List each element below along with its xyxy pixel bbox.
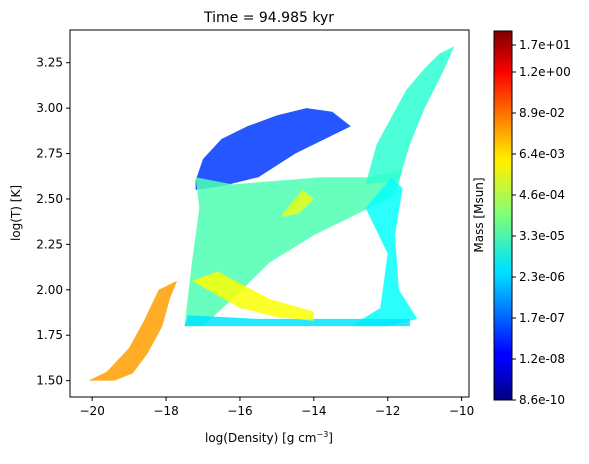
colorbar-tick-label: 2.3e-06 xyxy=(519,270,565,284)
colorbar-tick-label: 1.2e+00 xyxy=(519,65,571,79)
colorbar xyxy=(493,30,513,401)
y-axis-ticks: 1.50 1.75 2.00 2.25 2.50 2.75 3.00 3.25 xyxy=(36,56,70,388)
region-main-body xyxy=(184,169,403,327)
region-dense-ridge xyxy=(191,271,314,321)
colorbar-ticks: 8.6e-10 1.2e-08 1.7e-07 2.3e-06 3.3e-05 4.6e-… xyxy=(512,38,571,407)
x-tick-label: −12 xyxy=(375,404,400,418)
y-tick-label: 2.50 xyxy=(36,192,63,206)
x-tick-label: −14 xyxy=(301,404,326,418)
x-axis-label: log(Density) [g cm−3] xyxy=(205,430,333,445)
region-hot-low-density-plume xyxy=(195,108,351,190)
y-tick-label: 3.25 xyxy=(36,56,63,70)
colorbar-tick-label: 4.6e-04 xyxy=(519,188,565,202)
colorbar-tick-label: 6.4e-03 xyxy=(519,147,565,161)
colorbar-tick-label: 8.9e-02 xyxy=(519,106,565,120)
colorbar-tick-label: 3.3e-05 xyxy=(519,229,565,243)
x-tick-label: −16 xyxy=(227,404,252,418)
x-axis-ticks: −20 −18 −16 −14 −12 −10 xyxy=(80,397,474,418)
colorbar-tick-label: 1.7e-07 xyxy=(519,311,565,325)
region-cold-branch-right xyxy=(350,177,418,327)
colorbar-tick-label: 1.2e-08 xyxy=(519,352,565,366)
density-regions xyxy=(88,46,455,381)
colorbar-label: Mass [Msun] xyxy=(472,177,486,252)
y-axis-label: log(T) [K] xyxy=(9,185,23,241)
region-cold-floor xyxy=(184,315,410,327)
region-right-spikes xyxy=(365,46,455,185)
region-hot-tip xyxy=(280,189,314,218)
x-tick-label: −18 xyxy=(153,404,178,418)
region-collapse-branch xyxy=(88,280,178,381)
y-tick-label: 3.00 xyxy=(36,101,63,115)
plot-frame xyxy=(69,29,470,398)
colorbar-tick-label: 8.6e-10 xyxy=(519,393,565,407)
x-tick-label: −10 xyxy=(449,404,474,418)
y-tick-label: 1.75 xyxy=(36,328,63,342)
colorbar-tick-label: 1.7e+01 xyxy=(519,38,571,52)
y-tick-label: 2.00 xyxy=(36,283,63,297)
x-tick-label: −20 xyxy=(80,404,105,418)
chart-title: Time = 94.985 kyr xyxy=(203,10,334,26)
y-tick-label: 1.50 xyxy=(36,374,63,388)
y-tick-label: 2.25 xyxy=(36,237,63,251)
y-tick-label: 2.75 xyxy=(36,147,63,161)
